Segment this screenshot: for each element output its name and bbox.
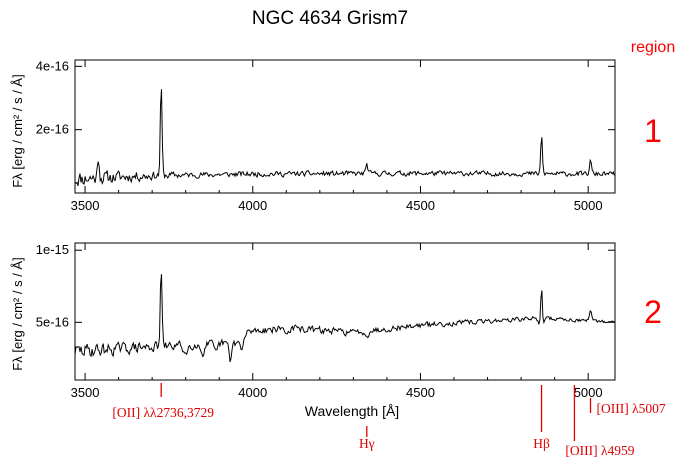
y-tick-label-2-0: 5e-16 [36,314,69,329]
y-tick-label-1-0: 2e-16 [36,122,69,137]
x-axis-label: Wavelength [Å] [305,403,399,419]
line-label-oiii-5007: [OIII] λ5007 [597,401,666,416]
y-axis-label-1: Fλ [erg / cm² / s / Å] [10,74,25,187]
x-tick-label-1-4000: 4000 [238,198,267,213]
x-tick-label-2-4000: 4000 [238,385,267,400]
region-label-1: 1 [644,113,662,149]
plot-frame-1 [74,59,616,194]
y-tick-label-2-1: 1e-15 [36,242,69,257]
line-label-oiii-4959: [OIII] λ4959 [565,443,634,457]
x-tick-label-1-4500: 4500 [406,198,435,213]
y-tick-label-1-1: 4e-16 [36,58,69,73]
spectrum-line-1 [74,89,615,187]
region-label-2: 2 [644,294,662,330]
panel-region-2: 2 Fλ [erg / cm² / s / Å] 3500 4000 4500 500… [10,242,662,419]
spectrum-line-2 [74,274,615,363]
region-header: region [631,39,675,56]
panel-region-1: 1 Fλ [erg / cm² / s / Å] 3500 4000 4500 500… [10,58,662,213]
line-label-hgamma: Hγ [359,436,375,451]
x-tick-label-2-5000: 5000 [574,385,603,400]
line-label-oii: [OII] λλ2736,3729 [112,405,214,420]
line-label-hbeta: Hβ [533,436,550,451]
x-tick-label-2-3500: 3500 [71,385,100,400]
plot-frame-2 [74,242,616,381]
x-tick-label-2-4500: 4500 [406,385,435,400]
chart-title: NGC 4634 Grism7 [252,8,408,29]
x-tick-label-1-3500: 3500 [71,198,100,213]
y-axis-label-2: Fλ [erg / cm² / s / Å] [10,257,25,370]
x-tick-label-1-5000: 5000 [574,198,603,213]
